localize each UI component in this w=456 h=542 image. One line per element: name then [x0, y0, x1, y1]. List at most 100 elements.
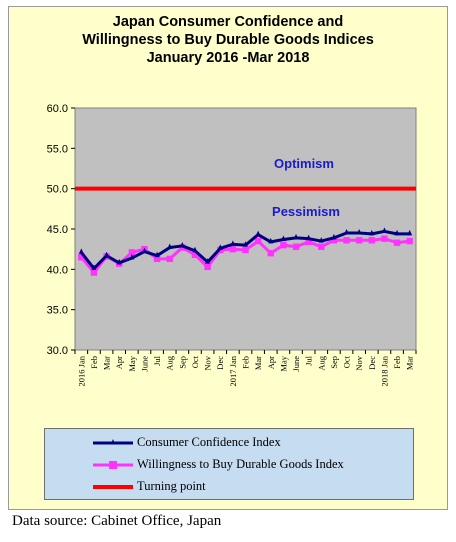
point-durable-goods [90, 269, 98, 276]
legend: Consumer Confidence Index Willingness to… [44, 428, 414, 500]
x-tick-label: Mar [253, 356, 263, 370]
y-tick-label: 60.0 [47, 103, 68, 115]
x-tick-label: Nov [354, 355, 364, 370]
point-consumer-confidence [116, 258, 122, 265]
x-tick-label: Mar [405, 356, 415, 370]
y-tick-label: 30.0 [47, 345, 68, 357]
point-durable-goods [343, 237, 350, 244]
x-tick-label: May [127, 355, 137, 371]
point-consumer-confidence [331, 233, 337, 240]
point-consumer-confidence [344, 229, 350, 235]
point-durable-goods [153, 255, 161, 263]
point-durable-goods [355, 237, 363, 244]
x-tick-label: May [278, 355, 288, 371]
x-tick-label: 2016 Jan [76, 355, 86, 386]
legend-item-turning-point: Turning point [45, 477, 415, 497]
y-tick-label: 50.0 [47, 184, 68, 196]
point-consumer-confidence [394, 229, 400, 236]
point-consumer-confidence [255, 230, 261, 237]
point-durable-goods [78, 254, 85, 261]
point-consumer-confidence [381, 227, 387, 233]
x-tick-label: June [139, 356, 149, 372]
x-tick-label: Apr [114, 356, 124, 369]
point-durable-goods [191, 251, 199, 259]
point-durable-goods [305, 238, 312, 246]
point-consumer-confidence [167, 243, 173, 250]
point-consumer-confidence [306, 234, 312, 241]
point-durable-goods [204, 263, 211, 271]
x-tick-label: June [291, 356, 301, 372]
point-durable-goods [393, 239, 401, 246]
legend-label-durable-goods: Willingness to Buy Durable Goods Index [137, 457, 344, 471]
legend-swatch-consumer-confidence [93, 439, 133, 445]
x-tick-label: Jul [152, 355, 162, 366]
x-tick-label: 2017 Jan [228, 355, 238, 386]
series-consumer-confidence [78, 227, 413, 271]
point-durable-goods [368, 237, 375, 244]
x-tick-label: Feb [392, 356, 402, 369]
point-durable-goods [166, 255, 173, 263]
legend-swatch-turning-point [93, 485, 133, 489]
point-durable-goods [229, 245, 237, 253]
y-tick-label: 40.0 [47, 264, 68, 276]
point-consumer-confidence [205, 258, 211, 264]
chart-title-line-2: Willingness to Buy Durable Goods Indices [82, 32, 374, 48]
source-note: Data source: Cabinet Office, Japan [12, 513, 222, 529]
pessimism-annotation: Pessimism [272, 204, 340, 219]
point-durable-goods [280, 241, 287, 249]
legend-item-durable-goods: Willingness to Buy Durable Goods Index [45, 455, 415, 475]
point-consumer-confidence [356, 229, 362, 235]
point-consumer-confidence [268, 237, 274, 244]
point-consumer-confidence [154, 251, 160, 258]
y-tick-label: 55.0 [47, 143, 68, 155]
legend-swatch-durable-goods [93, 461, 133, 469]
x-tick-label: Dec [367, 356, 377, 370]
x-tick-label: Aug [165, 355, 175, 370]
point-consumer-confidence [179, 241, 185, 248]
y-tick-label: 45.0 [47, 224, 68, 236]
point-consumer-confidence [293, 233, 299, 240]
plot-area [74, 107, 417, 351]
x-tick-label: Mar [102, 356, 112, 370]
point-consumer-confidence [369, 229, 375, 236]
x-axis: 2016 Jan Feb Mar Apr May June Jul Aug Sep Oct Nov D… [74, 350, 417, 386]
x-tick-label: Aug [316, 355, 326, 370]
y-tick-label: 35.0 [47, 305, 68, 317]
point-durable-goods [267, 250, 274, 257]
chart-title-line-3: January 2016 -Mar 2018 [146, 50, 310, 66]
point-durable-goods [179, 244, 186, 251]
x-tick-label: Feb [241, 356, 251, 369]
series-layer [75, 186, 416, 276]
x-tick-label: Oct [190, 355, 200, 368]
line-chart: 60.055.050.045.040.035.030.0 2016 Jan Feb… [47, 103, 417, 386]
optimism-annotation: Optimism [274, 156, 334, 171]
point-durable-goods [381, 235, 388, 242]
point-durable-goods [406, 237, 413, 245]
x-tick-label: Jul [304, 355, 314, 366]
x-tick-label: Oct [342, 355, 352, 368]
legend-item-consumer-confidence: Consumer Confidence Index [45, 433, 415, 453]
point-consumer-confidence [280, 235, 286, 241]
point-durable-goods [292, 243, 300, 250]
point-consumer-confidence [91, 264, 97, 271]
point-consumer-confidence [78, 248, 84, 254]
x-tick-label: Sep [177, 356, 187, 369]
x-tick-label: Feb [89, 356, 99, 369]
point-durable-goods [242, 246, 249, 254]
point-durable-goods [128, 249, 136, 256]
point-consumer-confidence [217, 244, 223, 250]
point-durable-goods [330, 237, 338, 244]
point-consumer-confidence [407, 229, 413, 236]
point-consumer-confidence [141, 247, 147, 254]
point-consumer-confidence [243, 241, 248, 247]
point-durable-goods [318, 243, 325, 250]
x-tick-label: Dec [215, 356, 225, 370]
legend-label-turning-point: Turning point [137, 479, 206, 493]
point-durable-goods [254, 237, 262, 245]
x-tick-label: 2018 Jan [379, 355, 389, 386]
chart-title-line-1: Japan Consumer Confidence and [112, 14, 344, 30]
legend-label-consumer-confidence: Consumer Confidence Index [137, 435, 281, 449]
x-tick-label: Sep [329, 356, 339, 369]
point-consumer-confidence [192, 246, 198, 253]
x-tick-label: Nov [203, 355, 213, 370]
